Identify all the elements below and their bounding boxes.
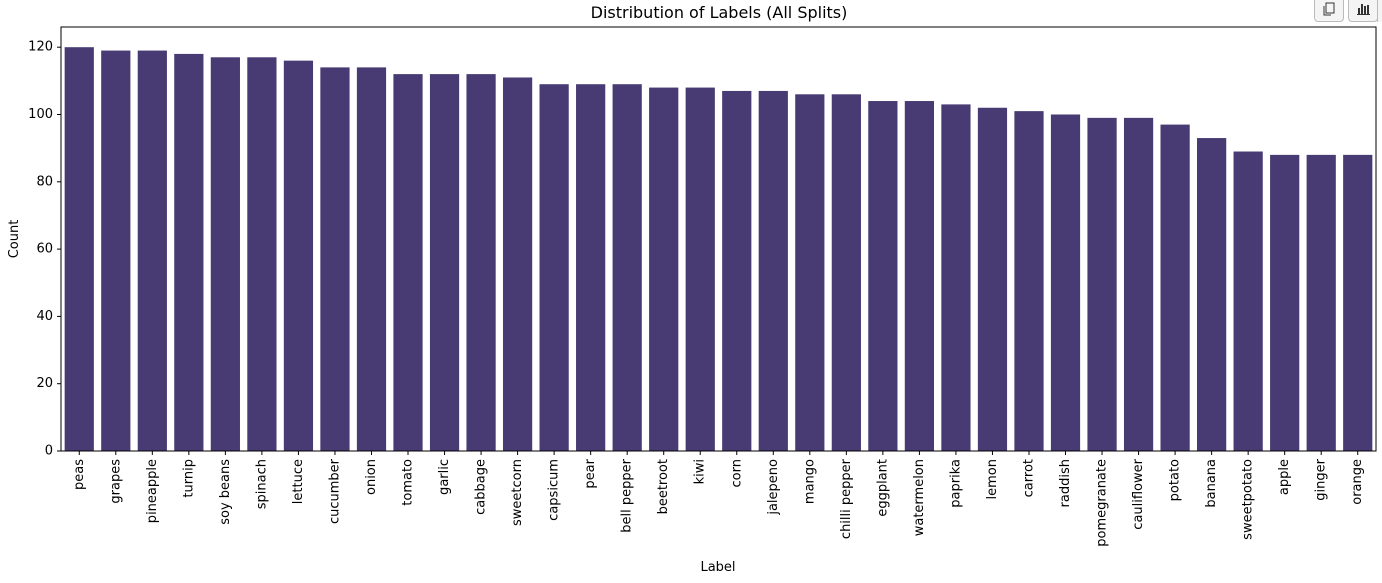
x-tick-label: turnip xyxy=(181,459,196,498)
x-tick-label: pear xyxy=(583,458,598,488)
bar-orange xyxy=(1343,154,1373,451)
x-tick-label: cabbage xyxy=(474,459,489,515)
bar-eggplant xyxy=(868,101,898,451)
chart-view-button[interactable] xyxy=(1348,0,1378,22)
bar-raddish xyxy=(1050,114,1081,452)
x-tick-label: capsicum xyxy=(547,459,562,521)
bar-cauliflower xyxy=(1123,117,1154,452)
x-tick-label: eggplant xyxy=(875,459,890,517)
bar-soy-beans xyxy=(210,57,240,451)
bar-corn xyxy=(722,90,752,451)
bar-spinach xyxy=(247,57,277,451)
bar-pomegranate xyxy=(1087,117,1117,452)
x-tick-label: paprika xyxy=(948,459,963,508)
bar-ginger xyxy=(1306,154,1336,451)
x-tick-label: chilli pepper xyxy=(839,458,854,539)
bar-lemon xyxy=(977,107,1008,451)
x-tick-label: pineapple xyxy=(145,459,160,523)
bar-jalepeno xyxy=(758,90,788,451)
bar-turnip xyxy=(174,53,204,452)
x-tick-label: sweetcorn xyxy=(510,459,525,526)
y-axis: 0 20 40 60 80 100 120 xyxy=(28,40,61,459)
bar-paprika xyxy=(941,104,971,452)
x-tick-label: watermelon xyxy=(912,459,927,536)
bar-apple xyxy=(1270,154,1300,451)
bar-cabbage xyxy=(466,74,496,452)
x-tick-label: orange xyxy=(1350,459,1365,505)
bar-bell-pepper xyxy=(612,84,642,452)
y-tick-label: 0 xyxy=(45,444,53,459)
x-tick-label: mango xyxy=(802,459,817,504)
bar-peas xyxy=(64,47,94,451)
y-tick-label: 80 xyxy=(36,174,53,189)
bar-watermelon xyxy=(904,101,935,451)
x-tick-label: potato xyxy=(1168,459,1183,501)
bar-chilli-pepper xyxy=(831,94,861,452)
y-axis-label: Count xyxy=(7,220,22,259)
toolbar-edge xyxy=(1377,0,1382,22)
x-tick-label: bell pepper xyxy=(620,458,635,532)
bar-onion xyxy=(356,67,387,451)
bar-kiwi xyxy=(685,87,715,451)
x-tick-label: ginger xyxy=(1314,458,1329,500)
x-tick-label: spinach xyxy=(254,459,269,509)
y-tick-label: 60 xyxy=(36,242,53,257)
x-tick-label: corn xyxy=(729,459,744,487)
y-tick-label: 120 xyxy=(28,40,53,55)
x-tick-label: soy beans xyxy=(218,459,233,525)
bar-grapes xyxy=(101,50,131,452)
bar-carrot xyxy=(1014,111,1044,451)
x-tick-label: cucumber xyxy=(327,458,342,524)
chart-title: Distribution of Labels (All Splits) xyxy=(591,3,848,22)
bar-beetroot xyxy=(649,87,679,451)
x-tick-label: banana xyxy=(1204,459,1219,508)
bar-cucumber xyxy=(320,67,350,451)
bar-chart-icon xyxy=(1357,4,1370,15)
copy-icon xyxy=(1323,2,1335,16)
x-tick-label: kiwi xyxy=(693,459,708,484)
y-tick-label: 100 xyxy=(28,107,53,122)
x-axis-label: Label xyxy=(700,560,735,575)
bar-mango xyxy=(795,94,825,452)
x-tick-label: pomegranate xyxy=(1095,459,1110,547)
bar-potato xyxy=(1160,124,1190,451)
bar-banana xyxy=(1197,138,1227,452)
bar-sweetpotato xyxy=(1233,151,1263,451)
plot-frame xyxy=(60,26,1377,452)
bar-tomato xyxy=(393,74,423,452)
x-tick-label: carrot xyxy=(1021,459,1036,497)
bar-pear xyxy=(576,84,606,452)
bar-sweetcorn xyxy=(502,77,533,451)
x-tick-label: raddish xyxy=(1058,459,1073,507)
x-tick-label: onion xyxy=(364,459,379,495)
x-tick-label: garlic xyxy=(437,459,452,495)
bar-lettuce xyxy=(283,60,314,452)
x-tick-label: apple xyxy=(1277,459,1292,495)
x-axis: peas grapes pineapple turnip soy beans spinac… xyxy=(72,451,1365,547)
copy-button[interactable] xyxy=(1314,0,1344,22)
bar-garlic xyxy=(429,74,460,452)
x-tick-label: grapes xyxy=(108,459,123,504)
bars-group xyxy=(64,47,1373,452)
x-tick-label: lettuce xyxy=(291,459,306,504)
figure-toolbar xyxy=(1292,0,1382,26)
x-tick-label: peas xyxy=(72,459,87,490)
x-tick-label: jalepeno xyxy=(766,459,781,516)
y-tick-label: 20 xyxy=(36,376,53,391)
x-tick-label: lemon xyxy=(985,459,1000,499)
bar-pineapple xyxy=(137,50,167,452)
x-tick-label: tomato xyxy=(401,459,416,506)
x-tick-label: beetroot xyxy=(656,459,671,514)
y-tick-label: 40 xyxy=(36,309,53,324)
x-tick-label: sweetpotato xyxy=(1241,459,1256,540)
x-tick-label: cauliflower xyxy=(1131,458,1146,529)
bar-capsicum xyxy=(539,84,569,452)
